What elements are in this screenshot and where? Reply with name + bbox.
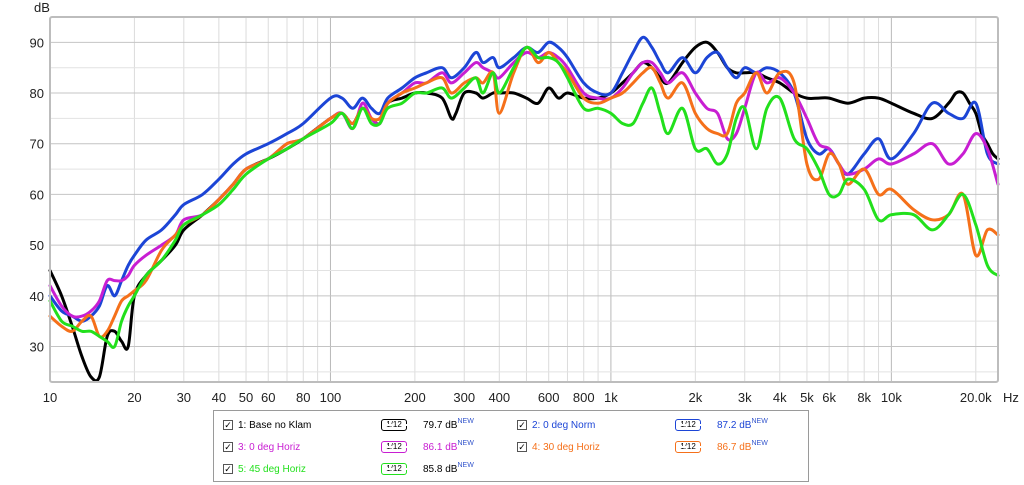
x-tick-label: 5k: [800, 390, 814, 405]
x-tick-label: 300: [453, 390, 475, 405]
series-3-name: 3: 0 deg Horiz: [238, 442, 301, 453]
x-tick-label: 30: [177, 390, 191, 405]
series-3-new-badge: NEW: [457, 440, 474, 447]
legend-entry-0-deg-horiz[interactable]: ✓ 3: 0 deg Horiz 1/12 86.1 dBNEW: [223, 439, 513, 457]
series-line-1: [48, 40, 1000, 383]
legend-entry-base-no-klam[interactable]: ✓ 1: Base no Klam 1/12 79.7 dBNEW: [223, 417, 513, 435]
y-tick-label: 40: [30, 289, 44, 304]
series-4-level-value: 86.7 dB: [717, 442, 752, 453]
legend-entry-0-deg-norm[interactable]: ✓ 2: 0 deg Norm 1/12 87.2 dBNEW: [517, 417, 807, 435]
frequency-response-chart: dB 30 40 50 60 70 80 90 10 20 30 40 50 60 80 100 200 30…: [30, 0, 1019, 405]
series-line-5: [48, 45, 1000, 349]
series-1-smoothing-button[interactable]: 1/12: [381, 419, 408, 431]
x-tick-label: 3k: [738, 390, 752, 405]
series-2-smoothing-button[interactable]: 1/12: [675, 419, 702, 431]
series-3-level-value: 86.1 dB: [423, 442, 458, 453]
y-tick-label: 70: [30, 137, 44, 152]
x-tick-labels: 10 20 30 40 50 60 80 100 200 300 400 600 800 1k 2k 3k 4k…: [43, 390, 992, 405]
series-4-smoothing-button[interactable]: 1/12: [675, 441, 702, 453]
y-tick-labels: 30 40 50 60 70 80 90: [30, 35, 44, 354]
series-5-smoothing-label: 1/12: [386, 464, 402, 473]
series-1-checkbox[interactable]: ✓: [223, 420, 233, 430]
x-tick-label: 1k: [604, 390, 618, 405]
series-4-smoothing-label: 1/12: [680, 442, 696, 451]
series-4-checkbox[interactable]: ✓: [517, 442, 527, 452]
legend-entry-45-deg-horiz[interactable]: ✓ 5: 45 deg Horiz 1/12 85.8 dBNEW: [223, 461, 513, 479]
series-1-name: 1: Base no Klam: [238, 420, 312, 431]
y-tick-label: 50: [30, 238, 44, 253]
x-tick-label: 10k: [881, 390, 902, 405]
x-tick-label: 100: [320, 390, 342, 405]
series-5-level-value: 85.8 dB: [423, 464, 458, 475]
x-tick-label: 8k: [857, 390, 871, 405]
x-tick-label: 600: [538, 390, 560, 405]
series-4-level: 86.7 dBNEW: [717, 439, 768, 457]
y-tick-label: 30: [30, 340, 44, 355]
x-axis-unit: Hz: [1003, 390, 1019, 405]
series-5-level: 85.8 dBNEW: [423, 461, 474, 479]
series-1-level-value: 79.7 dB: [423, 420, 458, 431]
y-tick-label: 60: [30, 187, 44, 202]
x-tick-label: 80: [296, 390, 310, 405]
series-4-name: 4: 30 deg Horiz: [532, 442, 600, 453]
x-tick-label: 400: [488, 390, 510, 405]
x-tick-label: 200: [404, 390, 426, 405]
x-tick-label: 20: [127, 390, 141, 405]
series-3-checkbox[interactable]: ✓: [223, 442, 233, 452]
series-2-name: 2: 0 deg Norm: [532, 420, 596, 431]
series-1-level: 79.7 dBNEW: [423, 417, 474, 435]
series-1-smoothing-label: 1/12: [386, 420, 402, 429]
series-2-level: 87.2 dBNEW: [717, 417, 768, 435]
series-lines: [48, 35, 1000, 383]
series-4-new-badge: NEW: [751, 440, 768, 447]
series-3-smoothing-label: 1/12: [386, 442, 402, 451]
series-2-new-badge: NEW: [751, 418, 768, 425]
legend: ✓ 1: Base no Klam 1/12 79.7 dBNEW ✓ 2: 0…: [213, 410, 809, 482]
y-axis-label: dB: [34, 0, 50, 15]
series-5-checkbox[interactable]: ✓: [223, 464, 233, 474]
x-tick-label: 800: [573, 390, 595, 405]
series-line-2: [48, 35, 1000, 323]
series-5-name: 5: 45 deg Horiz: [238, 464, 306, 475]
y-tick-label: 90: [30, 35, 44, 50]
plot-frame: [49, 16, 999, 383]
legend-entry-30-deg-horiz[interactable]: ✓ 4: 30 deg Horiz 1/12 86.7 dBNEW: [517, 439, 807, 457]
x-tick-label: 6k: [822, 390, 836, 405]
x-tick-label: 2k: [688, 390, 702, 405]
x-tick-label: 10: [43, 390, 57, 405]
x-tick-label: 60: [261, 390, 275, 405]
series-3-level: 86.1 dBNEW: [423, 439, 474, 457]
series-2-smoothing-label: 1/12: [680, 420, 696, 429]
series-3-smoothing-button[interactable]: 1/12: [381, 441, 408, 453]
x-tick-label: 20.0k: [960, 390, 992, 405]
y-tick-label: 80: [30, 86, 44, 101]
x-tick-label: 40: [212, 390, 226, 405]
series-5-new-badge: NEW: [457, 462, 474, 469]
series-2-level-value: 87.2 dB: [717, 420, 752, 431]
series-1-new-badge: NEW: [457, 418, 474, 425]
x-tick-label: 50: [239, 390, 253, 405]
series-5-smoothing-button[interactable]: 1/12: [381, 463, 408, 475]
series-2-checkbox[interactable]: ✓: [517, 420, 527, 430]
x-tick-label: 4k: [773, 390, 787, 405]
